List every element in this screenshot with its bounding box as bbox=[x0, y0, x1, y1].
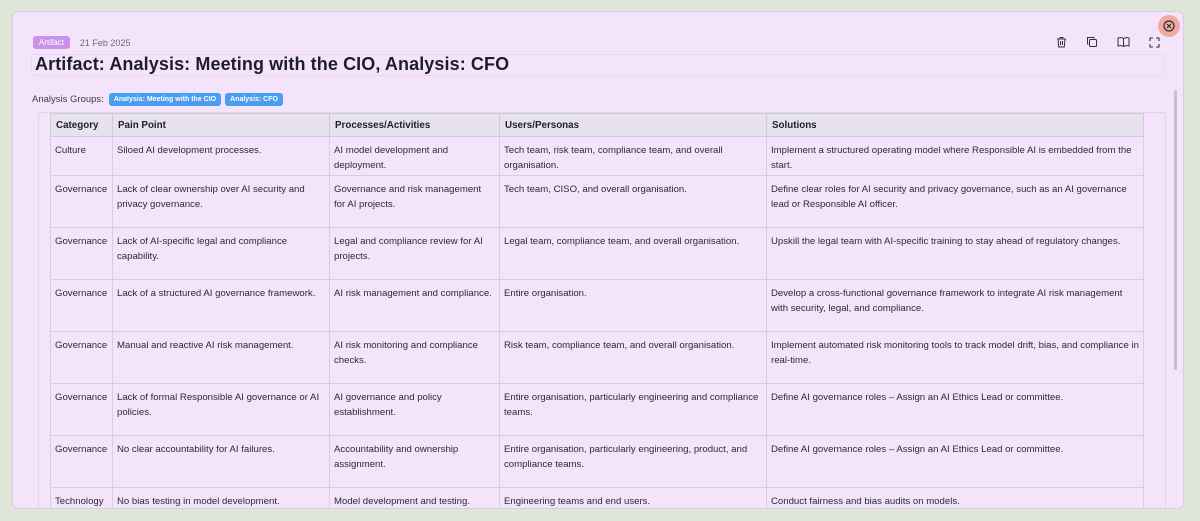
group-chip-cio[interactable]: Analysis: Meeting with the CIO bbox=[108, 93, 222, 106]
title-field[interactable] bbox=[31, 54, 1165, 76]
cell-pain-point: No clear accountability for AI failures. bbox=[112, 435, 330, 488]
header-users: Users/Personas bbox=[499, 113, 767, 137]
header-solutions: Solutions bbox=[766, 113, 1144, 137]
delete-button[interactable] bbox=[1054, 35, 1068, 49]
page-title: Artifact: Analysis: Meeting with the CIO… bbox=[35, 54, 510, 74]
cell-category: Governance bbox=[50, 279, 113, 332]
card-toolbar bbox=[1054, 35, 1161, 49]
cell-users: Entire organisation, particularly engine… bbox=[499, 383, 767, 436]
cell-users: Tech team, CISO, and overall organisatio… bbox=[499, 175, 767, 228]
cell-process: AI model development and deployment. bbox=[329, 136, 500, 176]
cell-pain-point: Lack of a structured AI governance frame… bbox=[112, 279, 330, 332]
cell-category: Culture bbox=[50, 136, 113, 176]
trash-icon bbox=[1056, 37, 1066, 48]
cell-pain-point: Siloed AI development processes. bbox=[112, 136, 330, 176]
cell-solution: Define clear roles for AI security and p… bbox=[766, 175, 1144, 228]
open-book-button[interactable] bbox=[1116, 35, 1130, 49]
cell-solution: Define AI governance roles – Assign an A… bbox=[766, 435, 1144, 488]
analysis-table: Category Pain Point Processes/Activities… bbox=[50, 113, 1144, 508]
cell-process: Model development and testing. bbox=[329, 487, 500, 508]
table-row: Governance Lack of formal Responsible AI… bbox=[50, 383, 1144, 436]
analysis-groups: Analysis Groups: Analysis: Meeting with … bbox=[32, 93, 283, 106]
artifact-card: Artifact 21 Feb 2025 Artifact: Analysis bbox=[12, 11, 1184, 509]
cell-process: Legal and compliance review for AI proje… bbox=[329, 227, 500, 280]
header-pain-point: Pain Point bbox=[112, 113, 330, 137]
expand-icon bbox=[1148, 36, 1160, 48]
analysis-groups-label: Analysis Groups: bbox=[32, 94, 104, 105]
cell-solution: Conduct fairness and bias audits on mode… bbox=[766, 487, 1144, 508]
table-row: Governance Lack of a structured AI gover… bbox=[50, 279, 1144, 332]
cell-category: Technology bbox=[50, 487, 113, 508]
cell-pain-point: No bias testing in model development. bbox=[112, 487, 330, 508]
header-category: Category bbox=[50, 113, 113, 137]
group-chip-cfo[interactable]: Analysis: CFO bbox=[225, 93, 283, 106]
cell-process: Accountability and ownership assignment. bbox=[329, 435, 500, 488]
cell-users: Legal team, compliance team, and overall… bbox=[499, 227, 767, 280]
table-row: Governance Manual and reactive AI risk m… bbox=[50, 331, 1144, 384]
cell-users: Entire organisation. bbox=[499, 279, 767, 332]
book-icon bbox=[1117, 37, 1129, 48]
cell-category: Governance bbox=[50, 175, 113, 228]
cell-process: Governance and risk management for AI pr… bbox=[329, 175, 500, 228]
cell-pain-point: Lack of clear ownership over AI security… bbox=[112, 175, 330, 228]
cell-users: Tech team, risk team, compliance team, a… bbox=[499, 136, 767, 176]
table-row: Governance Lack of clear ownership over … bbox=[50, 175, 1144, 228]
close-circle-button[interactable] bbox=[1158, 15, 1180, 37]
cell-category: Governance bbox=[50, 331, 113, 384]
cell-process: AI governance and policy establishment. bbox=[329, 383, 500, 436]
cell-pain-point: Lack of formal Responsible AI governance… bbox=[112, 383, 330, 436]
table-row: Governance No clear accountability for A… bbox=[50, 435, 1144, 488]
cell-category: Governance bbox=[50, 227, 113, 280]
table-header-row: Category Pain Point Processes/Activities… bbox=[50, 113, 1144, 137]
table-row: Governance Lack of AI-specific legal and… bbox=[50, 227, 1144, 280]
cell-pain-point: Manual and reactive AI risk management. bbox=[112, 331, 330, 384]
cell-users: Risk team, compliance team, and overall … bbox=[499, 331, 767, 384]
table-row: Technology No bias testing in model deve… bbox=[50, 487, 1144, 508]
artifact-badge: Artifact bbox=[33, 36, 70, 49]
table-container: Category Pain Point Processes/Activities… bbox=[38, 112, 1166, 508]
cell-users: Entire organisation, particularly engine… bbox=[499, 435, 767, 488]
header-processes: Processes/Activities bbox=[329, 113, 500, 137]
cell-solution: Implement a structured operating model w… bbox=[766, 136, 1144, 176]
cell-pain-point: Lack of AI-specific legal and compliance… bbox=[112, 227, 330, 280]
artifact-date: 21 Feb 2025 bbox=[79, 37, 131, 48]
table-row: Culture Siloed AI development processes.… bbox=[50, 136, 1144, 176]
duplicate-button[interactable] bbox=[1085, 35, 1099, 49]
cell-solution: Implement automated risk monitoring tool… bbox=[766, 331, 1144, 384]
cell-solution: Develop a cross-functional governance fr… bbox=[766, 279, 1144, 332]
cell-process: AI risk management and compliance. bbox=[329, 279, 500, 332]
cell-users: Engineering teams and end users. bbox=[499, 487, 767, 508]
scrollbar[interactable] bbox=[1174, 90, 1177, 370]
fullscreen-button[interactable] bbox=[1147, 35, 1161, 49]
cell-category: Governance bbox=[50, 383, 113, 436]
cell-category: Governance bbox=[50, 435, 113, 488]
cell-solution: Define AI governance roles – Assign an A… bbox=[766, 383, 1144, 436]
card-header: Artifact 21 Feb 2025 bbox=[33, 36, 130, 49]
copy-icon bbox=[1087, 37, 1097, 47]
close-circle-icon bbox=[1163, 20, 1175, 32]
cell-process: AI risk monitoring and compliance checks… bbox=[329, 331, 500, 384]
cell-solution: Upskill the legal team with AI-specific … bbox=[766, 227, 1144, 280]
